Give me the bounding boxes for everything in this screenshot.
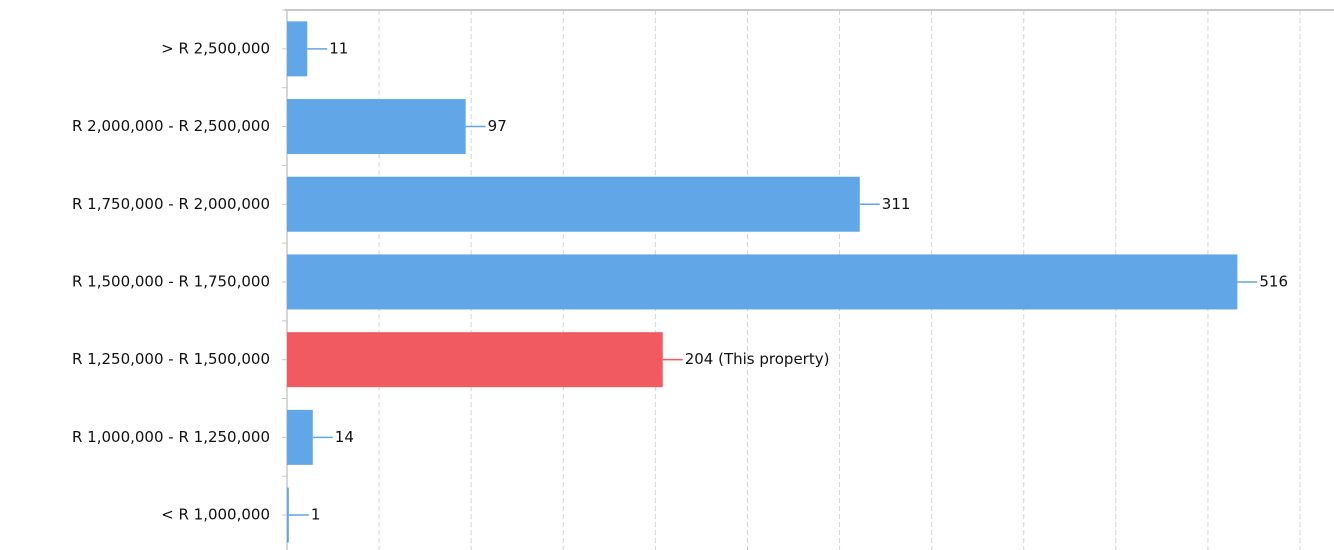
bar: [287, 176, 860, 232]
value-label: 97: [488, 117, 507, 135]
bar: [287, 21, 308, 77]
bar: [287, 254, 1238, 310]
y-tick-label: R 2,000,000 - R 2,500,000: [72, 117, 270, 135]
y-tick-label: R 1,250,000 - R 1,500,000: [72, 350, 270, 368]
bar: [287, 332, 663, 388]
value-label: 311: [882, 195, 911, 213]
y-tick-label: < R 1,000,000: [161, 506, 270, 524]
value-label: 14: [335, 428, 354, 446]
y-tick-label: > R 2,500,000: [161, 39, 270, 57]
value-label: 11: [329, 39, 348, 57]
bar: [287, 487, 289, 543]
y-tick-label: R 1,500,000 - R 1,750,000: [72, 272, 270, 290]
y-tick-label: R 1,750,000 - R 2,000,000: [72, 195, 270, 213]
value-label: 1: [311, 506, 321, 524]
bar: [287, 99, 466, 155]
value-label: 516: [1259, 272, 1288, 290]
bar: [287, 409, 313, 465]
value-label: 204 (This property): [685, 350, 830, 368]
y-tick-label: R 1,000,000 - R 1,250,000: [72, 428, 270, 446]
